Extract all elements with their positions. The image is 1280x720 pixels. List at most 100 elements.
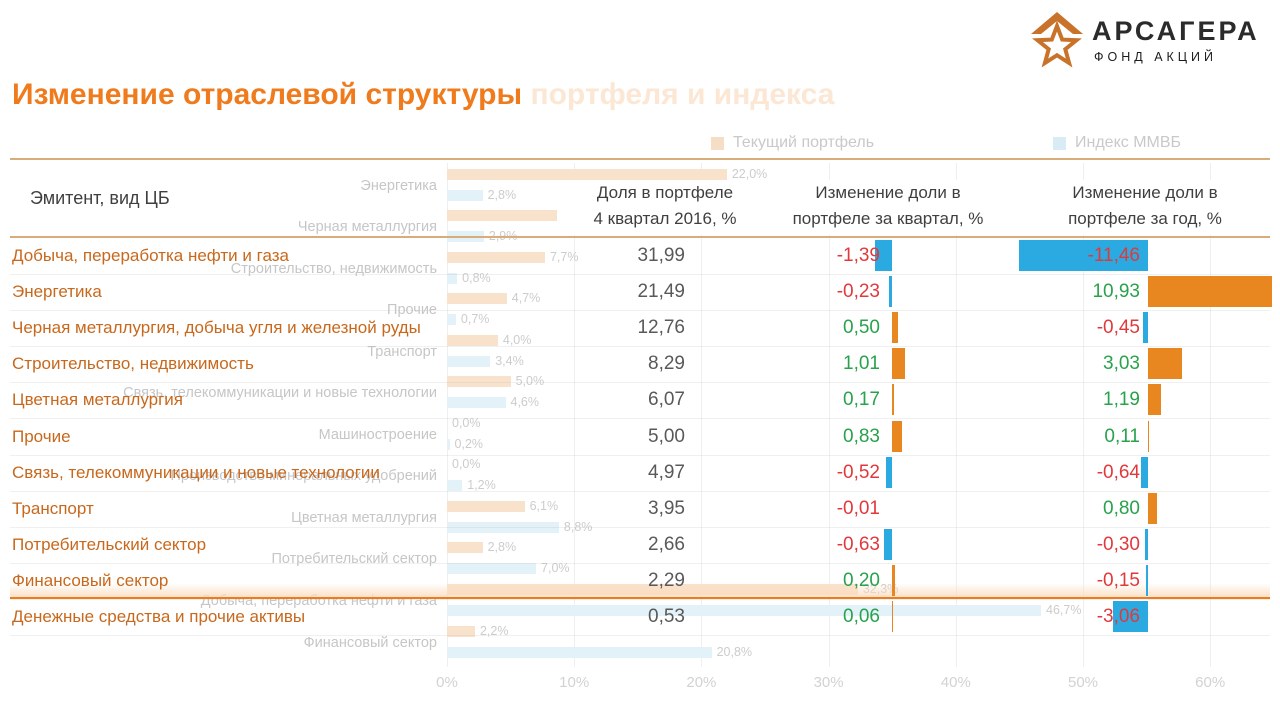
quarter-change-bar — [889, 276, 892, 308]
bg-bar-index — [447, 480, 463, 492]
bg-bar-index — [447, 438, 450, 450]
axis-tick-label: 40% — [940, 674, 971, 691]
year-change-value: -0,64 — [1096, 461, 1140, 483]
quarter-change-bar — [884, 528, 892, 560]
share-value: 21,49 — [637, 281, 685, 303]
row-label: Транспорт — [12, 498, 94, 518]
axis-tick-label: 20% — [686, 674, 717, 691]
bg-bar-value-label: 3,4% — [495, 353, 524, 368]
bg-bar-index — [447, 314, 456, 326]
quarter-change-value: 0,20 — [843, 569, 880, 591]
table-row: Цветная металлургия 6,07 0,17 1,19 — [10, 382, 1270, 420]
arsagera-star-icon — [1031, 12, 1083, 68]
chart-gridline — [701, 163, 703, 667]
quarter-change-bar — [885, 456, 892, 488]
axis-tick-label: 0% — [436, 674, 458, 691]
bg-category-label: Энергетика — [360, 177, 437, 194]
bg-bar-value-label: 2,8% — [487, 187, 517, 202]
legend-item-index: Индекс ММВБ — [1053, 134, 1181, 152]
quarter-change-value: 0,83 — [843, 425, 880, 447]
bg-category-label: Прочие — [387, 302, 437, 319]
chart-gridline — [574, 163, 576, 667]
table-row: Добыча, переработка нефти и газа 31,99 -1,… — [10, 238, 1270, 276]
year-change-value: 0,11 — [1104, 425, 1140, 447]
quarter-change-value: 0,06 — [843, 606, 880, 627]
quarter-change-bar — [892, 384, 895, 416]
row-label: Связь, телекоммуникации и новые технолог… — [12, 462, 380, 482]
bg-bar-portfolio — [447, 210, 610, 222]
share-value: 31,99 — [637, 245, 685, 266]
bg-bar-index — [447, 646, 712, 658]
share-value: 5,00 — [648, 425, 685, 447]
row-label: Строительство, недвижимость — [12, 354, 254, 374]
bg-bar-portfolio — [447, 168, 727, 180]
legend-swatch-portfolio-icon — [711, 136, 724, 150]
quarter-change-bar — [874, 240, 892, 271]
bg-category-label: Строительство, недвижимость — [230, 260, 437, 277]
row-label: Черная металлургия, добыча угля и железн… — [12, 318, 421, 338]
year-change-bar — [1148, 384, 1162, 416]
page-title-main: Изменение отраслевой структуры — [12, 78, 523, 111]
bg-bar-value-label: 4,0% — [502, 332, 532, 347]
last-row-divider-line — [10, 597, 1270, 599]
share-value: 4,97 — [648, 461, 685, 483]
bg-category-label: Финансовый сектор — [303, 634, 437, 651]
quarter-change-value: -0,01 — [836, 497, 880, 519]
table-row: Денежные средства и прочие активы 0,53 0,0… — [10, 599, 1270, 637]
quarter-change-bar — [892, 420, 903, 452]
table-row: Финансовый сектор 2,29 0,20 -0,15 — [10, 563, 1270, 600]
quarter-change-bar — [892, 601, 893, 632]
bg-bar-index — [447, 189, 483, 201]
share-value: 0,53 — [648, 606, 685, 627]
year-change-bar — [1148, 348, 1183, 380]
bg-bar-value-label: 0,0% — [452, 457, 481, 472]
share-value: 3,95 — [648, 497, 685, 519]
share-value: 8,29 — [648, 353, 685, 375]
legend-swatch-index-icon — [1053, 136, 1066, 150]
bg-category-label: Связь, телекоммуникации и новые технолог… — [123, 385, 437, 402]
bg-bar-value-label: 1,2% — [467, 478, 496, 493]
year-change-bar — [1142, 312, 1148, 344]
bg-bar-value-label: 0,2% — [454, 436, 484, 451]
quarter-change-value: 0,50 — [843, 317, 880, 339]
page-title: Изменение отраслевой структуры портфеля … — [12, 78, 834, 112]
year-change-value: -0,45 — [1096, 317, 1140, 339]
row-label: Прочие — [12, 426, 71, 446]
chart-gridline — [828, 163, 830, 667]
bg-bar-portfolio — [447, 542, 483, 554]
year-change-value: -11,46 — [1087, 245, 1140, 266]
year-change-bar — [1146, 564, 1148, 596]
quarter-change-value: 0,17 — [843, 389, 880, 411]
bg-bar-value-label: 5,0% — [515, 374, 545, 389]
quarter-change-bar — [892, 564, 895, 596]
year-change-bar — [1144, 528, 1148, 560]
share-value: 2,66 — [648, 533, 685, 555]
year-change-value: -0,15 — [1096, 569, 1140, 591]
header-year-change: Изменение доли в портфеле за год, % — [1068, 183, 1222, 228]
table-row: Связь, телекоммуникации и новые технолог… — [10, 455, 1270, 492]
table-header-border — [10, 236, 1270, 238]
bg-bar-value-label: 8,8% — [563, 519, 593, 534]
bg-bar-portfolio — [447, 293, 507, 305]
year-change-value: 3,03 — [1103, 353, 1140, 375]
year-change-value: -3,06 — [1096, 606, 1140, 627]
table-row: Прочие 5,00 0,83 0,11 — [10, 419, 1270, 456]
year-change-bar — [1148, 420, 1150, 452]
row-label: Добыча, переработка нефти и газа — [12, 246, 289, 265]
row-label: Потребительский сектор — [12, 534, 207, 554]
row-label: Финансовый сектор — [12, 570, 169, 590]
header-share: Доля в портфеле 4 квартал 2016, % — [593, 183, 737, 228]
bg-bar-value-label: 4,6% — [510, 395, 540, 410]
bg-bar-value-label: 0,0% — [452, 415, 481, 430]
bg-bar-portfolio — [447, 251, 545, 263]
row-label: Цветная металлургия — [12, 390, 183, 410]
year-change-bar — [1113, 601, 1148, 632]
bg-bar-value-label: 46,7% — [1046, 603, 1082, 617]
bg-bar-value-label: 0,8% — [462, 270, 491, 285]
axis-tick-label: 60% — [1195, 674, 1226, 691]
legend-label-portfolio: Текущий портфель — [733, 134, 875, 151]
legend-label-index: Индекс ММВБ — [1075, 134, 1182, 151]
bg-bar-index — [447, 605, 1042, 616]
table-row: Строительство, недвижимость 8,29 1,01 3,03 — [10, 346, 1270, 384]
